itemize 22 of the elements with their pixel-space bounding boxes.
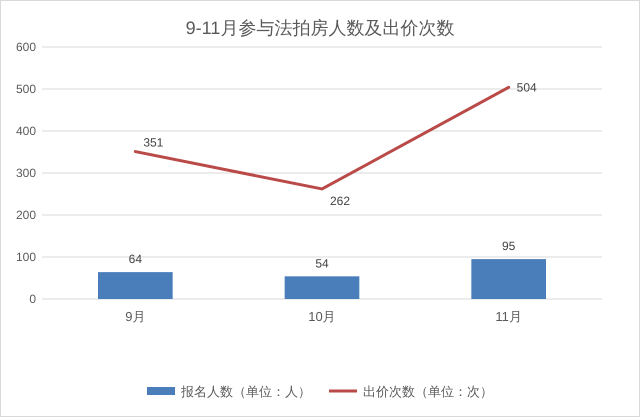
y-tick-label: 100 <box>16 250 36 264</box>
y-tick-label: 0 <box>29 292 36 306</box>
data-label: 54 <box>315 256 329 270</box>
y-tick-label: 200 <box>16 208 36 222</box>
bar <box>98 272 173 299</box>
y-tick-label: 500 <box>16 82 36 96</box>
bar <box>471 259 546 299</box>
data-label: 262 <box>330 194 350 208</box>
data-label: 504 <box>516 80 538 94</box>
data-label: 95 <box>502 239 516 254</box>
x-tick-label: 10月 <box>308 309 336 324</box>
y-tick-label: 300 <box>16 166 36 180</box>
legend-label: 出价次数（单位：次） <box>363 384 493 399</box>
x-tick-label: 11月 <box>495 309 522 324</box>
legend-label: 报名人数（单位：人） <box>180 384 311 399</box>
x-tick-label: 9月 <box>125 309 146 324</box>
bar <box>284 276 360 299</box>
y-tick-label: 600 <box>16 40 36 54</box>
y-tick-label: 400 <box>16 124 36 138</box>
data-label: 351 <box>143 136 164 150</box>
data-label: 64 <box>128 252 142 266</box>
chart-title: 9-11月参与法拍房人数及出价次数 <box>186 18 454 38</box>
